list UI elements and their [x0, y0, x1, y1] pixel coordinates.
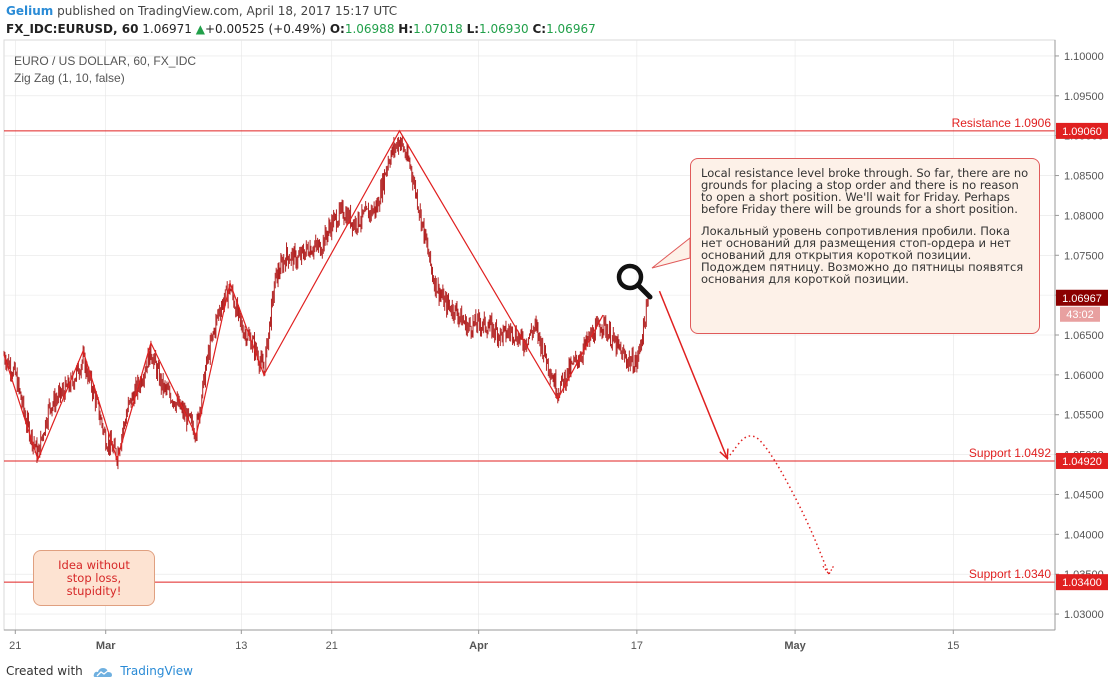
current-price-tag: [1056, 289, 1108, 306]
tradingview-logo-icon: [93, 667, 112, 677]
footer: Created with TradingView: [6, 664, 193, 678]
current-price-label: 1.06967: [1062, 293, 1102, 305]
publish-info: Gelium published on TradingView.com, Apr…: [6, 4, 397, 18]
x-tick-label: 15: [947, 640, 959, 652]
idea-note[interactable]: Idea without stop loss, stupidity!: [33, 550, 155, 606]
level-label: Support 1.0492: [969, 446, 1051, 460]
y-tick-label: 1.03000: [1064, 609, 1104, 621]
level-price-tag-label: 1.03400: [1062, 577, 1102, 589]
y-tick-label: 1.06000: [1064, 370, 1104, 382]
x-tick-label: Mar: [96, 640, 116, 652]
ohlc-bar: FX_IDC:EURUSD, 60 1.06971 ▲+0.00525 (+0.…: [6, 22, 596, 36]
y-tick-label: 1.06500: [1064, 330, 1104, 342]
level-label: Support 1.0340: [969, 567, 1051, 581]
high-value: 1.07018: [413, 22, 463, 36]
legend-indicator: Zig Zag (1, 10, false): [14, 71, 125, 85]
x-tick-label: 21: [326, 640, 338, 652]
level-price-tag-label: 1.04920: [1062, 456, 1102, 468]
zigzag: [3, 129, 604, 462]
forecast-arrow: [658, 290, 728, 459]
note-english: Local resistance level broke through. So…: [701, 166, 1029, 216]
high-label: H:: [398, 22, 414, 36]
x-tick-label: 13: [235, 640, 247, 652]
level-label: Resistance 1.0906: [952, 116, 1052, 130]
author-name[interactable]: Gelium: [6, 4, 54, 18]
y-tick-label: 1.04000: [1064, 529, 1104, 541]
y-tick-label: 1.10000: [1064, 51, 1104, 63]
legend-title: EURO / US DOLLAR, 60, FX_IDC: [14, 54, 196, 68]
up-arrow-icon: ▲: [195, 22, 205, 36]
symbol-label: FX_IDC:EURUSD, 60: [6, 22, 139, 36]
countdown-tag: [1060, 306, 1100, 322]
y-tick-label: 1.09500: [1064, 91, 1104, 103]
x-tick-label: May: [784, 640, 806, 652]
published-text: published on TradingView.com, April 18, …: [57, 4, 398, 18]
x-tick-label: 17: [631, 640, 643, 652]
x-tick-label: 21: [9, 640, 21, 652]
price-axis[interactable]: 1.100001.095001.090001.085001.080001.075…: [1054, 40, 1108, 630]
y-tick-label: 1.05500: [1064, 410, 1104, 422]
note-russian: Локальный уровень сопротивления пробили.…: [701, 224, 1024, 286]
low-value: 1.06930: [479, 22, 529, 36]
close-value: 1.06967: [546, 22, 596, 36]
y-tick-label: 1.04500: [1064, 489, 1104, 501]
projection-arrows: [658, 290, 835, 576]
level-price-tag-label: 1.09060: [1062, 126, 1102, 138]
price-change: +0.00525 (+0.49%): [204, 22, 326, 36]
analysis-note[interactable]: Local resistance level broke through. So…: [690, 158, 1040, 334]
created-with-label: Created with: [6, 664, 83, 678]
open-label: O:: [329, 22, 345, 36]
countdown-label: 43:02: [1066, 309, 1094, 321]
tradingview-brand[interactable]: TradingView: [120, 664, 193, 678]
y-tick-label: 1.07500: [1064, 250, 1104, 262]
levels: Resistance 1.0906 Support 1.0492 Support 1…: [4, 116, 1055, 583]
time-axis[interactable]: 21 Mar 13 21 Apr 17 May 15: [4, 629, 1055, 652]
y-tick-label: 1.08500: [1064, 171, 1104, 183]
low-label: L:: [466, 22, 480, 36]
open-value: 1.06988: [344, 22, 395, 36]
magnifier-icon: [616, 263, 653, 300]
zigzag-line: [3, 129, 604, 462]
level-price-tag: [1056, 574, 1108, 591]
x-tick-label: Apr: [469, 640, 489, 652]
level-price-tag: [1056, 122, 1108, 139]
last-price: 1.06971: [142, 22, 192, 36]
close-label: C:: [532, 22, 547, 36]
y-tick-label: 1.08000: [1064, 210, 1104, 222]
dotted-forecast-path: [726, 435, 830, 575]
level-price-tag: [1056, 452, 1108, 469]
